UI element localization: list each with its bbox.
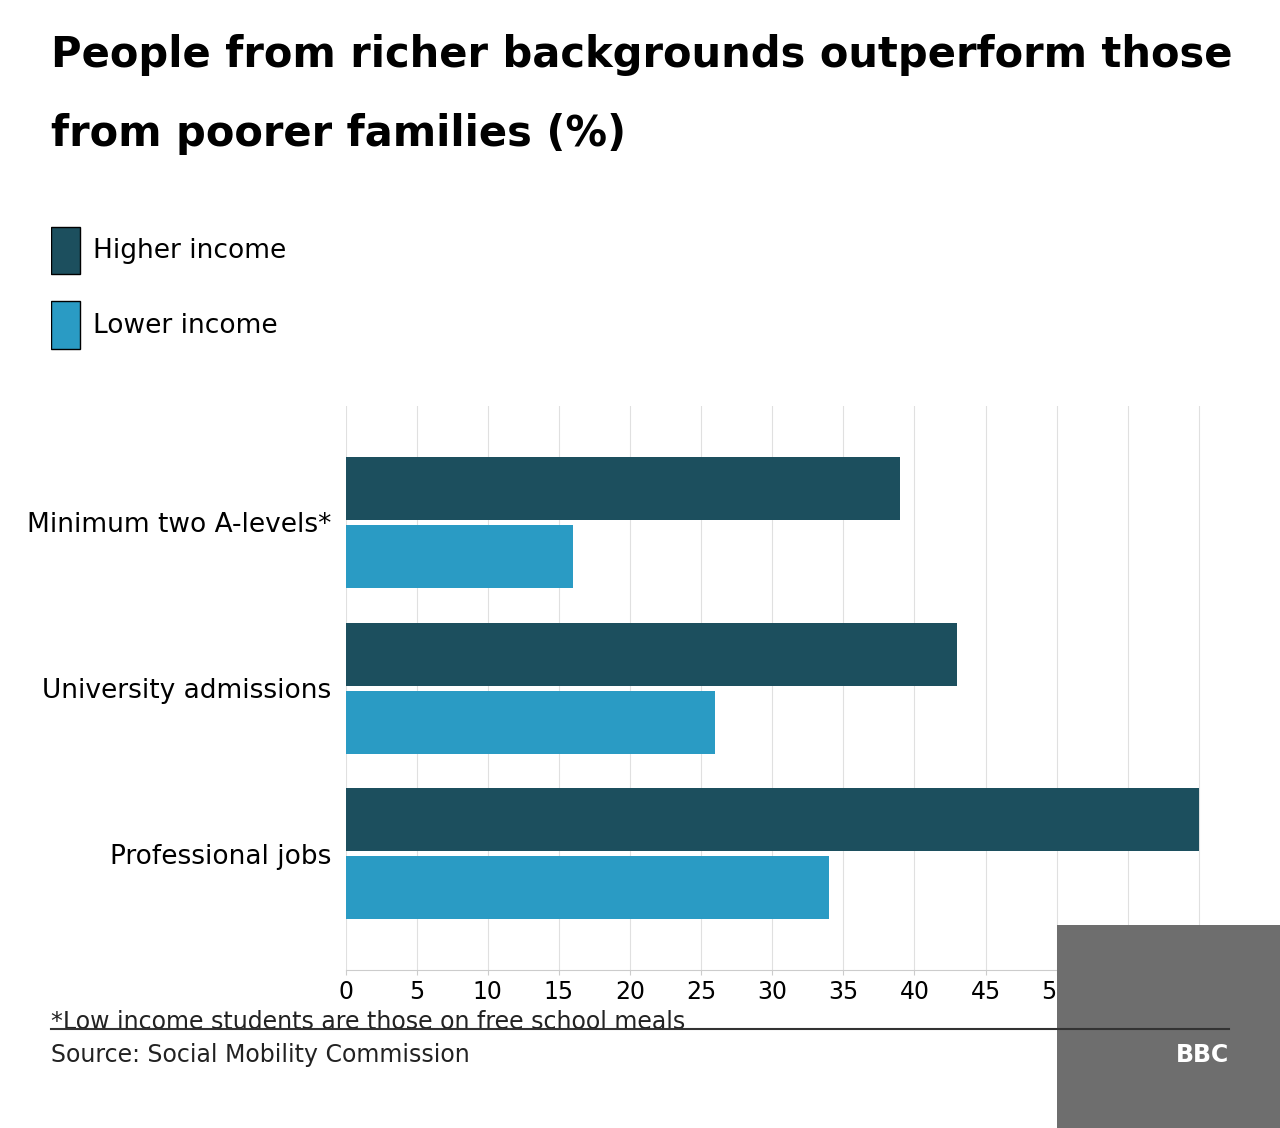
Bar — [346, 690, 716, 754]
Text: Lower income: Lower income — [93, 312, 278, 338]
Bar — [346, 623, 957, 686]
Bar — [346, 788, 1199, 852]
Bar — [346, 457, 900, 520]
Bar — [346, 525, 573, 588]
Text: BBC: BBC — [1175, 1043, 1229, 1067]
Text: People from richer backgrounds outperform those: People from richer backgrounds outperfor… — [51, 34, 1233, 76]
Bar — [346, 856, 829, 919]
Text: from poorer families (%): from poorer families (%) — [51, 113, 626, 155]
Text: Higher income: Higher income — [93, 238, 285, 264]
Text: *Low income students are those on free school meals: *Low income students are those on free s… — [51, 1010, 686, 1033]
FancyBboxPatch shape — [51, 301, 79, 349]
Text: Source: Social Mobility Commission: Source: Social Mobility Commission — [51, 1043, 470, 1067]
FancyBboxPatch shape — [51, 227, 79, 274]
